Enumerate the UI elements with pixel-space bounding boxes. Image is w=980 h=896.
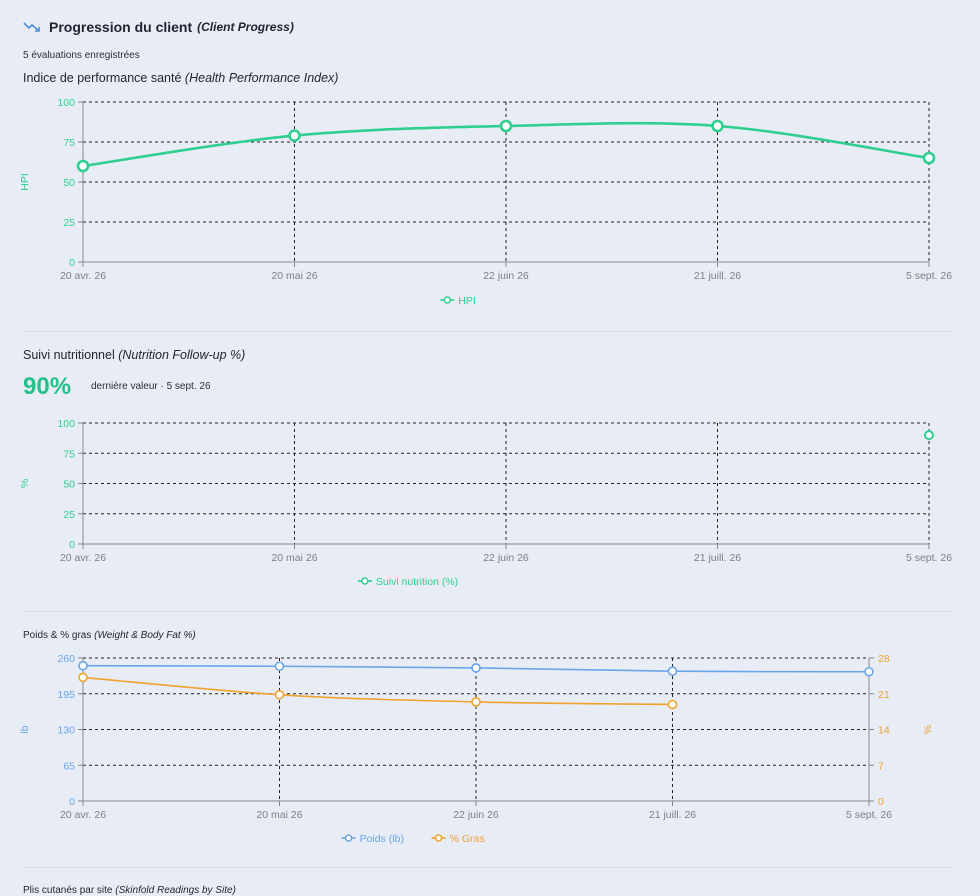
legend-label: HPI	[458, 295, 476, 307]
y-tick-label: 50	[63, 479, 75, 491]
y-tick-label: 0	[69, 539, 75, 551]
x-tick-label: 21 juill. 26	[694, 552, 741, 564]
data-point	[274, 661, 285, 672]
y2-axis-label: %	[921, 725, 933, 734]
weight-title: Poids & % gras	[23, 630, 92, 641]
y-tick-label: 130	[57, 725, 75, 737]
trending-down-icon	[23, 22, 40, 32]
legend-label: Poids (lb)	[360, 833, 404, 845]
y-tick-label: 195	[57, 689, 75, 701]
y2-tick-label: 0	[878, 796, 884, 808]
x-tick-label: 5 sept. 26	[846, 809, 892, 821]
data-point	[471, 697, 481, 707]
legend-label: Suivi nutrition (%)	[376, 576, 458, 588]
y-tick-label: 75	[63, 448, 75, 460]
skinfold-section-title: Plis cutanés par site (Skinfold Readings…	[23, 885, 236, 896]
y-tick-label: 0	[69, 257, 75, 269]
data-point	[922, 151, 936, 165]
legend-swatch-marker	[361, 577, 369, 585]
x-tick-label: 5 sept. 26	[906, 270, 952, 282]
x-tick-label: 22 juin 26	[483, 270, 529, 282]
data-point	[499, 119, 513, 133]
y2-tick-label: 14	[878, 725, 890, 737]
page-title: Progression du client	[49, 19, 193, 35]
nutrition-section-title: Suivi nutritionnel (Nutrition Follow-up …	[23, 348, 245, 362]
section-divider	[23, 867, 950, 868]
y-tick-label: 75	[63, 137, 75, 149]
data-point	[924, 430, 934, 441]
x-tick-label: 20 mai 26	[271, 270, 317, 282]
y-axis-label: HPI	[19, 173, 31, 191]
data-point	[864, 666, 874, 677]
x-tick-label: 20 avr. 26	[60, 809, 106, 821]
y-axis-label: %	[19, 479, 31, 488]
y-tick-label: 25	[63, 509, 75, 521]
weight-title-en: (Weight & Body Fat %)	[94, 630, 196, 641]
legend-swatch-marker	[434, 834, 443, 842]
legend-swatch-marker	[344, 834, 353, 842]
x-tick-label: 5 sept. 26	[906, 552, 952, 564]
y-tick-label: 65	[63, 760, 75, 772]
x-tick-label: 20 mai 26	[271, 552, 317, 564]
section-divider	[23, 331, 950, 332]
hpi-title-en: (Health Performance Index)	[184, 71, 339, 85]
data-point	[667, 666, 678, 677]
skinfold-title-en: (Skinfold Readings by Site)	[115, 885, 236, 896]
data-point	[76, 159, 90, 173]
x-tick-label: 22 juin 26	[453, 809, 499, 821]
x-tick-label: 21 juill. 26	[649, 809, 696, 821]
series-line	[82, 676, 673, 706]
y2-tick-label: 7	[878, 760, 884, 772]
data-point	[274, 689, 285, 700]
data-point	[667, 699, 678, 710]
data-point	[711, 119, 724, 133]
skinfold-title: Plis cutanés par site	[23, 885, 113, 896]
data-point	[78, 672, 88, 683]
y-tick-label: 260	[57, 653, 75, 665]
evaluation-count: 5 évaluations enregistrées	[23, 50, 140, 61]
x-tick-label: 20 avr. 26	[60, 552, 106, 564]
y-tick-label: 25	[63, 217, 75, 229]
data-point	[471, 663, 481, 673]
panel-header: Progression du client (Client Progress)	[23, 19, 294, 35]
x-tick-label: 22 juin 26	[483, 552, 529, 564]
nutrition-title-en: (Nutrition Follow-up %)	[118, 348, 246, 362]
section-divider	[23, 611, 950, 612]
y-axis-label: lb	[19, 725, 31, 733]
nutrition-title: Suivi nutritionnel	[23, 348, 115, 362]
hpi-title: Indice de performance santé	[23, 71, 182, 85]
legend-label: % Gras	[450, 833, 485, 845]
weight-section-title: Poids & % gras (Weight & Body Fat %)	[23, 630, 196, 641]
nutrition-last-value: dernière valeur · 5 sept. 26	[91, 381, 211, 392]
data-point	[288, 129, 301, 142]
y-tick-label: 100	[57, 97, 75, 109]
y-tick-label: 0	[69, 796, 75, 808]
page-title-en: (Client Progress)	[197, 20, 294, 34]
x-tick-label: 20 mai 26	[256, 809, 302, 821]
nutrition-big-value: 90%	[23, 373, 72, 400]
y2-tick-label: 28	[878, 653, 890, 665]
y-tick-label: 50	[63, 177, 75, 189]
hpi-section-title: Indice de performance santé (Health Perf…	[23, 71, 338, 85]
x-tick-label: 21 juill. 26	[694, 270, 741, 282]
data-point	[78, 660, 88, 671]
y-tick-label: 100	[57, 418, 75, 430]
y2-tick-label: 21	[878, 689, 890, 701]
x-tick-label: 20 avr. 26	[60, 270, 106, 282]
legend-swatch-marker	[443, 296, 452, 304]
